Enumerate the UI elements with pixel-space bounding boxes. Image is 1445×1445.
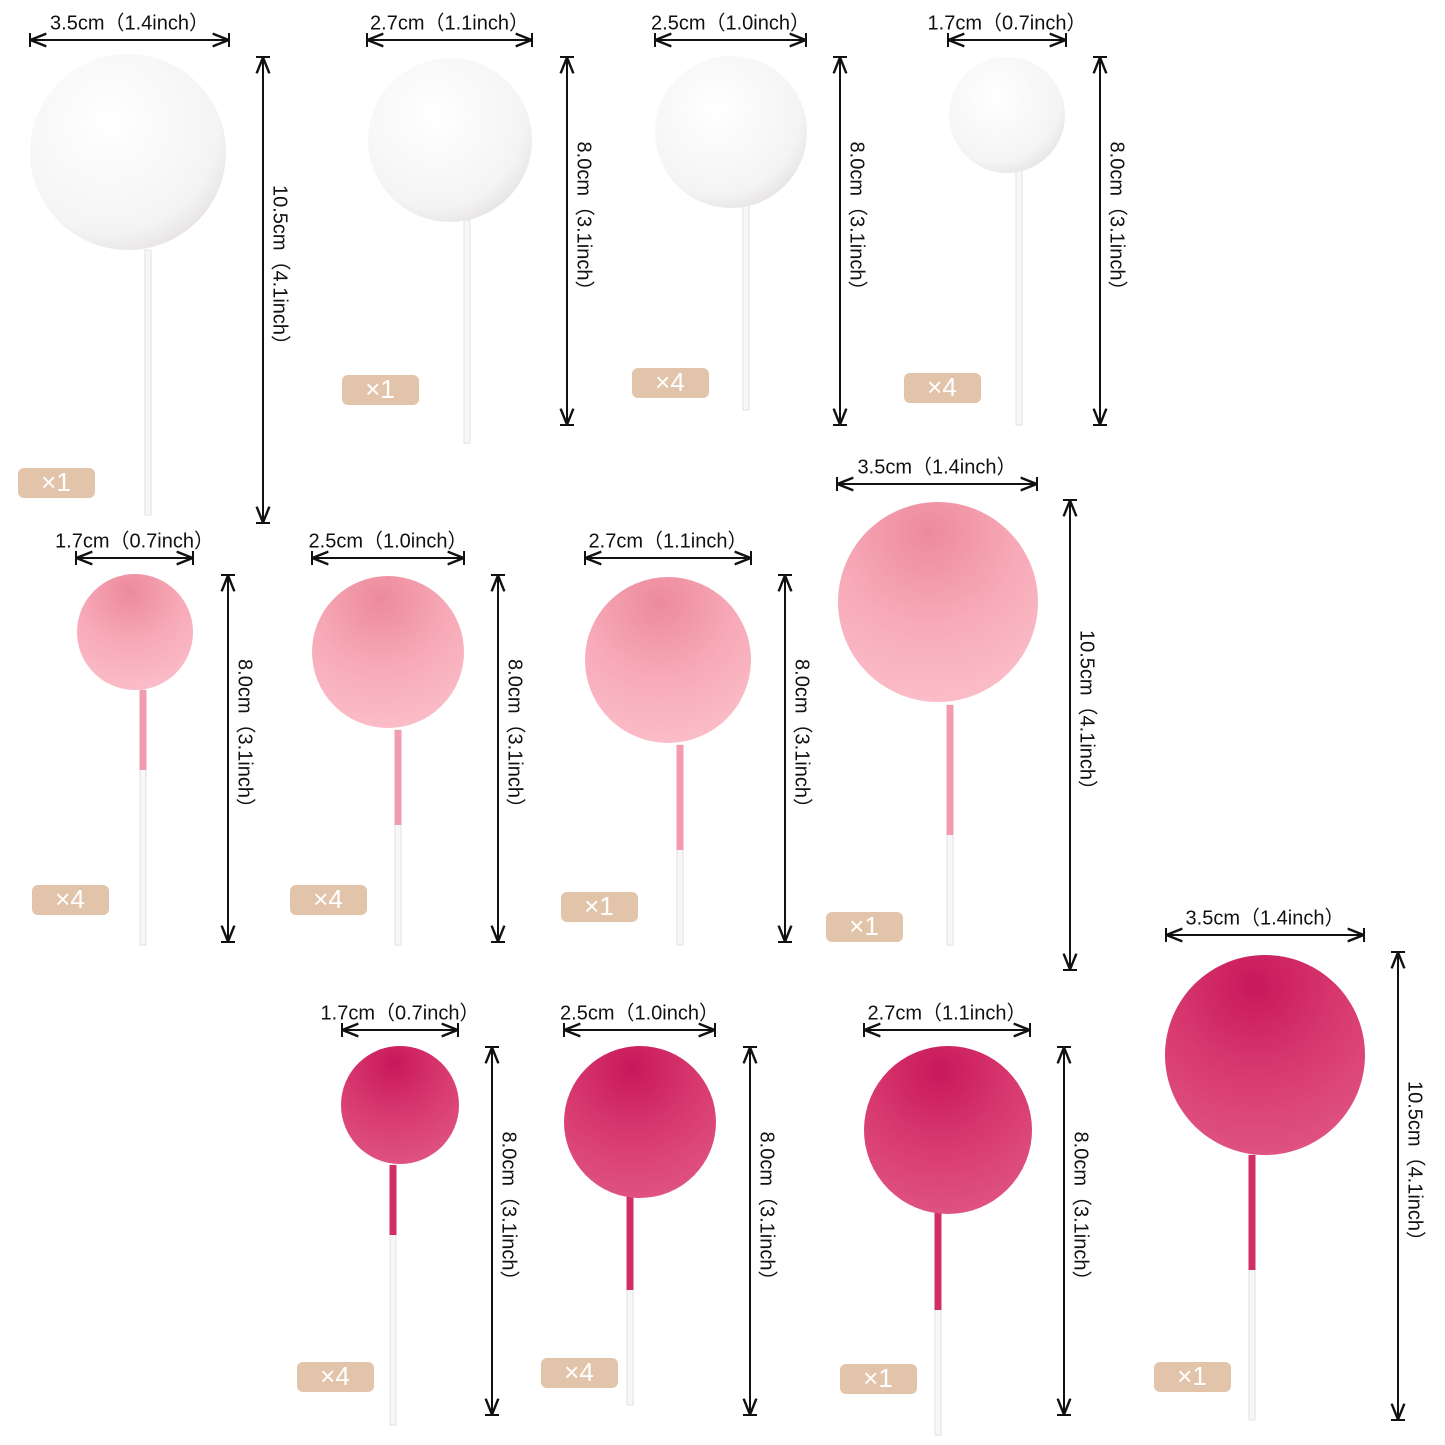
ball xyxy=(655,56,807,208)
stick xyxy=(144,249,152,516)
ball xyxy=(77,574,193,690)
width-label: 3.5cm（1.4inch） xyxy=(50,11,209,34)
quantity-badge xyxy=(32,885,109,915)
ball xyxy=(949,57,1065,173)
stick-sleeve xyxy=(394,730,402,825)
height-label: 8.0cm（3.1inch） xyxy=(498,1132,521,1291)
quantity-label: ×4 xyxy=(564,1357,594,1387)
width-label: 2.7cm（1.1inch） xyxy=(868,1001,1027,1024)
ball xyxy=(312,576,464,728)
stick-sleeve xyxy=(1248,1155,1256,1270)
quantity-badge xyxy=(632,368,709,398)
quantity-label: ×4 xyxy=(55,884,85,914)
quantity-label: ×1 xyxy=(365,374,395,404)
height-label: 10.5cm（4.1inch） xyxy=(1076,630,1099,800)
stick-sleeve xyxy=(389,1165,397,1235)
ball xyxy=(564,1046,716,1198)
width-label: 3.5cm（1.4inch） xyxy=(1186,906,1345,929)
height-label: 8.0cm（3.1inch） xyxy=(756,1132,779,1291)
width-label: 2.5cm（1.0inch） xyxy=(651,11,810,34)
ball xyxy=(341,1046,459,1164)
width-label: 2.7cm（1.1inch） xyxy=(589,529,748,552)
quantity-label: ×4 xyxy=(313,884,343,914)
height-label: 8.0cm（3.1inch） xyxy=(1070,1132,1093,1291)
ball xyxy=(585,577,751,743)
width-label: 2.5cm（1.0inch） xyxy=(309,529,468,552)
height-label: 8.0cm（3.1inch） xyxy=(573,142,596,301)
quantity-label: ×1 xyxy=(863,1363,893,1393)
quantity-label: ×4 xyxy=(927,372,957,402)
quantity-label: ×1 xyxy=(1177,1361,1207,1391)
stick-sleeve xyxy=(676,745,684,850)
width-label: 3.5cm（1.4inch） xyxy=(858,455,1017,478)
height-label: 8.0cm（3.1inch） xyxy=(504,659,527,818)
stick-sleeve xyxy=(934,1210,942,1310)
stick xyxy=(742,199,750,411)
quantity-badge xyxy=(840,1364,917,1394)
quantity-badge xyxy=(18,468,95,498)
quantity-label: ×1 xyxy=(849,911,879,941)
width-label: 1.7cm（0.7inch） xyxy=(55,529,214,552)
quantity-label: ×4 xyxy=(320,1361,350,1391)
height-label: 8.0cm（3.1inch） xyxy=(1106,142,1129,301)
stick-sleeve xyxy=(626,1195,634,1290)
stick-sleeve xyxy=(946,705,954,835)
quantity-label: ×1 xyxy=(41,467,71,497)
stick xyxy=(463,219,471,444)
width-label: 2.7cm（1.1inch） xyxy=(370,11,529,34)
quantity-badge xyxy=(541,1358,618,1388)
quantity-badge xyxy=(826,912,903,942)
quantity-badge xyxy=(1154,1362,1231,1392)
height-label: 8.0cm（3.1inch） xyxy=(234,659,257,818)
quantity-label: ×4 xyxy=(655,367,685,397)
ball xyxy=(838,502,1038,702)
ball xyxy=(864,1046,1032,1214)
width-label: 2.5cm（1.0inch） xyxy=(560,1001,719,1024)
stick-sleeve xyxy=(139,690,147,770)
quantity-label: ×1 xyxy=(584,891,614,921)
height-label: 10.5cm（4.1inch） xyxy=(1404,1081,1427,1251)
quantity-badge xyxy=(297,1362,374,1392)
height-label: 8.0cm（3.1inch） xyxy=(846,142,869,301)
quantity-badge xyxy=(561,892,638,922)
ball xyxy=(368,58,532,222)
stick xyxy=(1015,169,1023,426)
quantity-badge xyxy=(290,885,367,915)
ball xyxy=(1165,955,1365,1155)
width-label: 1.7cm（0.7inch） xyxy=(321,1001,480,1024)
height-label: 8.0cm（3.1inch） xyxy=(791,659,814,818)
quantity-badge xyxy=(342,375,419,405)
ball xyxy=(30,54,226,250)
quantity-badge xyxy=(904,373,981,403)
width-label: 1.7cm（0.7inch） xyxy=(928,11,1087,34)
height-label: 10.5cm（4.1inch） xyxy=(269,185,292,355)
